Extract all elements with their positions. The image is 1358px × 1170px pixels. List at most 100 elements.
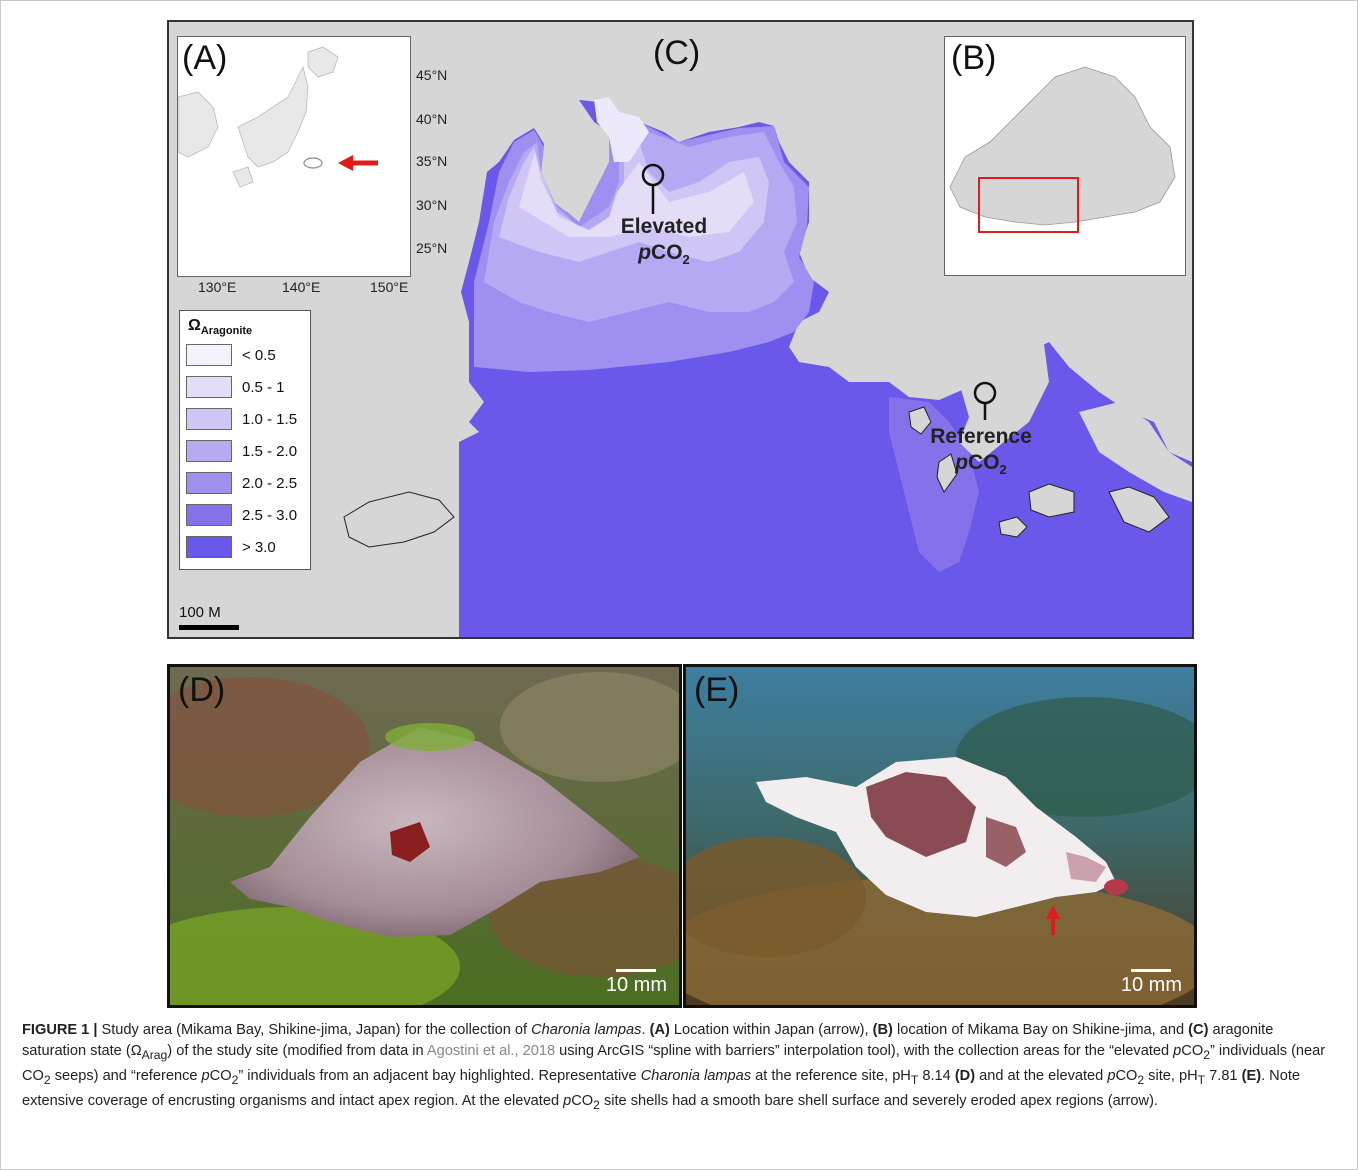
- caption-text: CO: [209, 1067, 232, 1084]
- panel-label-c: (C): [653, 34, 701, 72]
- legend-item: 1.0 - 1.5: [186, 407, 297, 431]
- caption-italic: p: [1173, 1043, 1182, 1059]
- caption-text: CO: [571, 1092, 594, 1109]
- caption-text: at the reference site, pH: [751, 1067, 911, 1084]
- legend-item: < 0.5: [186, 343, 276, 367]
- panel-label-a: (A): [182, 39, 228, 77]
- lat-label: 25°N: [416, 240, 448, 256]
- reference-label-line1: Reference: [930, 425, 1032, 448]
- caption-text: .: [641, 1022, 650, 1038]
- reference-snail-photo: [170, 667, 679, 1005]
- caption-figure-label: FIGURE 1 |: [22, 1022, 98, 1038]
- map-scalebar: 100 M: [179, 604, 239, 630]
- scale-line: [616, 969, 657, 972]
- caption-text: and at the elevated: [975, 1067, 1108, 1084]
- caption-subscript: 2: [43, 1072, 51, 1087]
- legend-item: 2.5 - 3.0: [186, 503, 297, 527]
- caption-panel-ref: (C): [1188, 1022, 1209, 1038]
- caption-text: site shells had a smooth bare shell surf…: [599, 1092, 1158, 1109]
- figure-caption: FIGURE 1 | Study area (Mikama Bay, Shiki…: [22, 1020, 1338, 1116]
- caption-text: Study area (Mikama Bay, Shikine-jima, Ja…: [97, 1022, 532, 1038]
- caption-text: using ArcGIS “spline with barriers” inte…: [555, 1043, 1174, 1059]
- scale-line: [1131, 969, 1172, 972]
- photo-panel-d: (D) 10 mm: [167, 664, 682, 1008]
- elevated-label-line1: Elevated: [620, 215, 708, 238]
- caption-panel-ref: (B): [872, 1022, 893, 1038]
- photo-d-scalebar: 10 mm: [606, 969, 667, 997]
- lat-label: 30°N: [416, 197, 448, 213]
- caption-subscript: T: [910, 1072, 919, 1087]
- caption-italic: p: [201, 1067, 210, 1084]
- caption-subscript: 2: [1137, 1072, 1145, 1087]
- caption-subscript: Arag: [141, 1047, 168, 1062]
- lon-label: 140°E: [282, 279, 321, 295]
- caption-text: site, pH: [1144, 1067, 1198, 1084]
- legend-swatch: [186, 408, 232, 430]
- legend-item: 2.0 - 2.5: [186, 471, 297, 495]
- caption-panel-ref: (E): [1241, 1067, 1262, 1084]
- omega-legend: ΩAragonite < 0.5 0.5 - 1 1.0 - 1.5 1.5 -…: [179, 310, 311, 570]
- lon-label: 150°E: [370, 279, 409, 295]
- legend-item: 1.5 - 2.0: [186, 439, 297, 463]
- bay-map: [169, 22, 1192, 637]
- legend-title: ΩAragonite: [188, 317, 253, 338]
- scalebar-label: 100 M: [179, 604, 221, 621]
- inset-island-map: (B): [944, 36, 1186, 276]
- legend-label: 0.5 - 1: [242, 378, 285, 396]
- caption-citation-link[interactable]: Agostini et al., 2018: [426, 1043, 556, 1059]
- reference-label-line2: pCO2: [955, 451, 1007, 478]
- caption-subscript: 2: [1203, 1047, 1210, 1062]
- caption-text: CO: [1115, 1067, 1138, 1084]
- inset-japan-map: (A) 45°N 40°N 35°N 30°N 25°N 130°E 140°E…: [177, 36, 447, 295]
- legend-item: 0.5 - 1: [186, 375, 285, 399]
- panel-label-b: (B): [951, 39, 997, 77]
- caption-subscript: 2: [593, 1097, 600, 1112]
- reference-site-marker: [973, 381, 997, 420]
- scale-label: 10 mm: [605, 974, 667, 996]
- legend-swatch: [186, 472, 232, 494]
- legend-label: < 0.5: [242, 346, 276, 364]
- caption-panel-ref: (D): [954, 1067, 976, 1084]
- legend-label: 2.5 - 3.0: [242, 506, 298, 524]
- legend-label: 2.0 - 2.5: [242, 474, 298, 492]
- caption-text: ) of the study site (modified from data …: [167, 1043, 427, 1059]
- caption-italic: p: [1107, 1067, 1116, 1084]
- legend-swatch: [186, 376, 232, 398]
- caption-text: Location within Japan (arrow),: [669, 1022, 873, 1038]
- elevated-label-line2: pCO2: [638, 241, 690, 268]
- elevated-site-marker: [641, 163, 665, 214]
- reference-site-label: Reference pCO2: [921, 424, 1041, 483]
- caption-text: location of Mikama Bay on Shikine-jima, …: [892, 1022, 1189, 1038]
- caption-text: seeps) and “reference: [50, 1067, 202, 1084]
- photo-e-scalebar: 10 mm: [1121, 969, 1182, 997]
- photo-panel-e: (E) 10 mm: [683, 664, 1197, 1008]
- caption-text: 7.81: [1205, 1067, 1242, 1084]
- caption-text: 8.14: [918, 1067, 955, 1084]
- caption-species: Charonia lampas: [640, 1067, 752, 1084]
- panel-label-d: (D): [178, 671, 226, 709]
- legend-swatch: [186, 536, 232, 558]
- caption-species: Charonia lampas: [531, 1022, 642, 1038]
- legend-item: > 3.0: [186, 535, 276, 559]
- japan-outline: [178, 37, 410, 276]
- lat-label: 40°N: [416, 111, 448, 127]
- legend-swatch: [186, 344, 232, 366]
- caption-subscript: T: [1197, 1072, 1206, 1087]
- caption-text: CO: [1181, 1043, 1204, 1059]
- elevated-snail-photo: [686, 667, 1194, 1005]
- legend-swatch: [186, 504, 232, 526]
- map-panel-c: (A) 45°N 40°N 35°N 30°N 25°N 130°E 140°E…: [167, 20, 1194, 639]
- caption-text: . Note extensive coverage of encrusting …: [22, 1067, 1301, 1109]
- lat-label: 45°N: [416, 67, 448, 83]
- legend-label: 1.0 - 1.5: [242, 410, 298, 428]
- elevated-site-label: Elevated pCO2: [609, 214, 719, 273]
- caption-panel-ref: (A): [649, 1022, 670, 1038]
- scale-label: 10 mm: [1120, 974, 1182, 996]
- caption-text: ” individuals (near CO: [22, 1043, 1326, 1084]
- lon-label: 130°E: [198, 279, 237, 295]
- caption-text: ” individuals from an adjacent bay highl…: [238, 1067, 641, 1084]
- panel-label-e: (E): [694, 671, 740, 709]
- legend-label: > 3.0: [242, 538, 276, 556]
- island-outline: [945, 37, 1185, 275]
- scalebar-line: [179, 625, 239, 630]
